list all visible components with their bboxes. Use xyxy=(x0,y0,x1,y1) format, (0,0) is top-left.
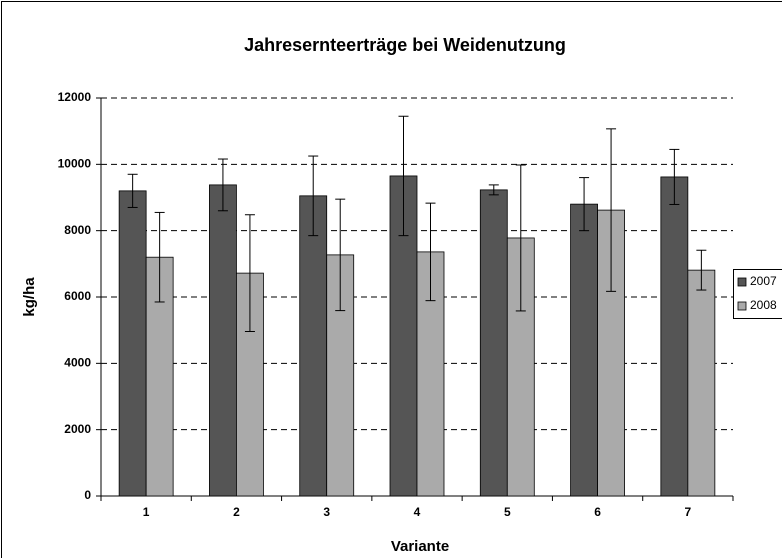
x-tick-label: 6 xyxy=(594,505,601,519)
y-axis-label: kg/ha xyxy=(21,277,38,317)
bar xyxy=(687,269,716,497)
bar xyxy=(209,184,237,497)
y-tick-label: 10000 xyxy=(58,157,92,171)
y-tick-label: 4000 xyxy=(64,356,91,370)
x-tick-label: 7 xyxy=(685,505,692,519)
error-bar xyxy=(606,128,617,292)
y-tick-label: 8000 xyxy=(64,223,91,237)
y-tick-label: 12000 xyxy=(58,90,92,104)
legend-swatch xyxy=(737,301,747,311)
bar xyxy=(660,176,689,497)
error-bar xyxy=(488,184,499,196)
error-bar xyxy=(515,164,526,312)
error-bar xyxy=(398,115,409,237)
bar xyxy=(570,203,598,497)
x-tick-label: 5 xyxy=(504,505,511,519)
x-tick-label: 1 xyxy=(143,505,150,519)
error-bar xyxy=(425,202,436,302)
x-tick-label: 4 xyxy=(414,505,421,519)
bar xyxy=(118,190,147,497)
x-tick-label: 3 xyxy=(323,505,330,519)
error-bar xyxy=(127,173,138,208)
chart-title: Jahresernteerträge bei Weidenutzung xyxy=(244,35,566,55)
x-tick-label: 2 xyxy=(233,505,240,519)
y-tick-label: 2000 xyxy=(64,422,91,436)
error-bar xyxy=(154,211,165,303)
y-tick-label: 0 xyxy=(84,488,91,502)
x-axis-label: Variante xyxy=(391,538,449,555)
error-bar xyxy=(669,148,680,205)
error-bar xyxy=(244,214,255,332)
error-bar xyxy=(335,198,346,312)
y-tick-label: 6000 xyxy=(64,289,91,303)
error-bar xyxy=(696,249,707,291)
error-bar xyxy=(308,155,319,237)
legend-label: 2007 xyxy=(750,274,777,288)
error-bar xyxy=(217,158,228,212)
bar xyxy=(479,189,508,497)
bar xyxy=(299,195,328,497)
error-bar xyxy=(579,177,590,232)
legend-swatch xyxy=(737,277,747,287)
legend-label: 2008 xyxy=(750,298,777,312)
